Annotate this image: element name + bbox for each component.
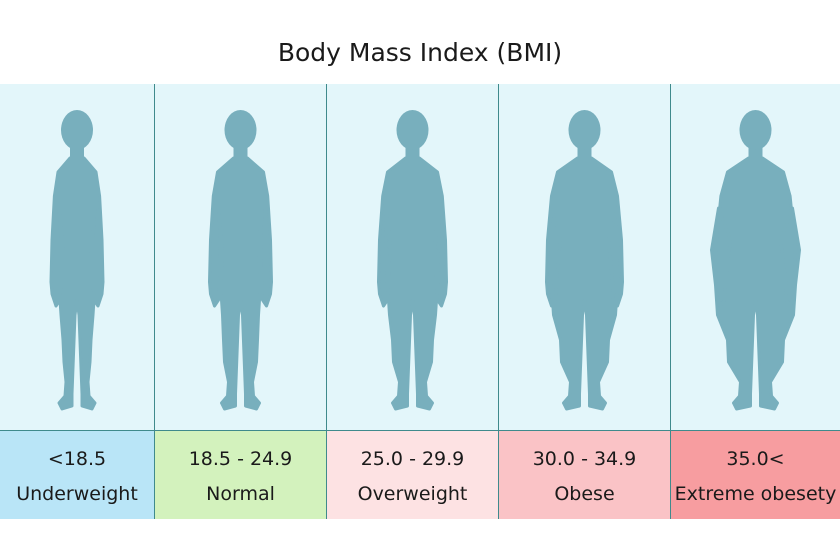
bmi-category: Extreme obesety xyxy=(674,483,837,505)
body-silhouette-overweight-icon xyxy=(377,110,448,411)
head-shape xyxy=(61,110,93,150)
bmi-range: 25.0 - 29.9 xyxy=(360,448,465,470)
figure-panel xyxy=(155,84,326,431)
head-shape xyxy=(739,110,772,150)
body-silhouette-underweight-icon xyxy=(49,110,105,411)
label-box-normal: 18.5 - 24.9 Normal xyxy=(155,431,326,519)
bmi-range: <18.5 xyxy=(47,448,107,470)
body-shape xyxy=(377,156,448,411)
head-shape xyxy=(396,110,429,150)
figure-panel xyxy=(499,84,670,431)
head-shape xyxy=(224,110,257,150)
page-title: Body Mass Index (BMI) xyxy=(277,38,563,67)
bmi-column-overweight: 25.0 - 29.9 Overweight xyxy=(327,84,499,519)
bmi-column-underweight: <18.5 Underweight xyxy=(0,84,155,519)
body-shape xyxy=(710,156,801,411)
body-silhouette-normal-icon xyxy=(208,110,273,411)
label-box-underweight: <18.5 Underweight xyxy=(0,431,154,519)
figure-panel xyxy=(671,84,840,431)
bmi-column-normal: 18.5 - 24.9 Normal xyxy=(155,84,327,519)
body-shape xyxy=(208,156,273,411)
figure-panel xyxy=(327,84,498,431)
label-box-extreme-obesity: 35.0< Extreme obesety xyxy=(671,431,840,519)
bmi-chart: <18.5 Underweight 18.5 - 24.9 Normal 25.… xyxy=(0,84,840,519)
head-shape xyxy=(568,110,601,150)
bmi-column-extreme-obesity: 35.0< Extreme obesety xyxy=(671,84,840,519)
body-shape xyxy=(49,156,105,411)
bmi-category: Obese xyxy=(554,483,615,505)
body-silhouette-extreme-obesity-icon xyxy=(710,110,801,411)
figure-panel xyxy=(0,84,154,431)
label-box-obese: 30.0 - 34.9 Obese xyxy=(499,431,670,519)
bmi-category: Underweight xyxy=(16,483,138,505)
bmi-column-obese: 30.0 - 34.9 Obese xyxy=(499,84,671,519)
bmi-range: 30.0 - 34.9 xyxy=(532,448,637,470)
bmi-range: 18.5 - 24.9 xyxy=(188,448,293,470)
bmi-category: Overweight xyxy=(357,483,468,505)
label-box-overweight: 25.0 - 29.9 Overweight xyxy=(327,431,498,519)
body-shape xyxy=(545,156,624,411)
bmi-range: 35.0< xyxy=(726,448,785,470)
body-silhouette-obese-icon xyxy=(545,110,624,411)
bmi-category: Normal xyxy=(206,483,275,505)
